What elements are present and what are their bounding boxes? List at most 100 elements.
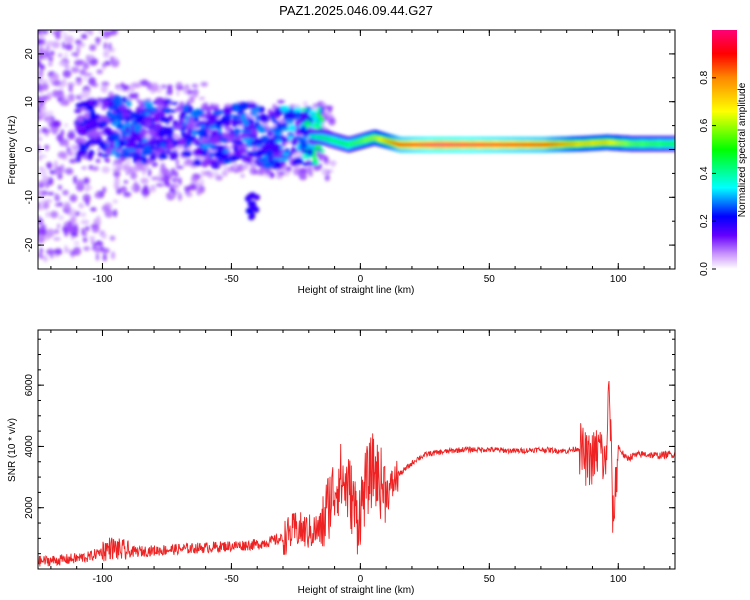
- spectrogram-cell: [124, 120, 130, 124]
- spectrogram-cell: [179, 111, 185, 119]
- colorbar-ticks: 0.0 0.2 0.4 0.6 0.8: [699, 70, 716, 276]
- spectrogram-cell: [598, 141, 602, 145]
- spectrogram-cell: [293, 107, 303, 113]
- spectrogram-cell: [126, 89, 130, 94]
- spectrogram-cell: [91, 224, 100, 233]
- spectrogram-cell: [113, 209, 118, 218]
- spectrogram-cell: [185, 123, 194, 129]
- spectrogram-cell: [62, 189, 69, 196]
- spectrogram-cell: [110, 251, 116, 260]
- spectrogram-cell: [542, 143, 546, 147]
- spectrogram-cell: [152, 101, 157, 105]
- spectrogram-cell: [101, 166, 110, 174]
- spectrogram-cell: [149, 146, 157, 150]
- spectrogram-cell: [101, 153, 110, 158]
- spectrogram-cell: [41, 228, 47, 237]
- spectrogram-cell: [568, 142, 572, 146]
- spectrogram-cell: [233, 145, 239, 153]
- spectrogram-cell: [130, 112, 140, 119]
- spectrogram-cell: [82, 193, 91, 203]
- spectrogram-cell: [539, 143, 543, 147]
- snr-ylabel: SNR (10 * v/v): [7, 418, 18, 482]
- spectrogram-cell: [75, 211, 81, 216]
- spectrogram-cell: [275, 139, 283, 143]
- spectrogram-cell: [171, 183, 179, 190]
- snr-line: [38, 380, 675, 567]
- spectrogram-cell: [269, 160, 275, 165]
- spectrogram-cell: [62, 69, 72, 78]
- spectrogram-cell: [480, 143, 484, 147]
- spectrogram-cell: [148, 128, 156, 137]
- spectrogram-cell: [93, 166, 99, 171]
- spectrogram-cell: [314, 144, 322, 150]
- spectrogram-cell: [218, 138, 229, 143]
- spectrogram-cell: [139, 120, 146, 127]
- spectrogram-cell: [166, 87, 173, 96]
- spectrogram-cell: [279, 105, 291, 112]
- spectrogram-cell: [434, 143, 438, 147]
- spectrogram-cell: [186, 90, 196, 94]
- spectrogram-cell: [410, 143, 414, 147]
- spectrogram-cell: [188, 96, 195, 103]
- spectrogram-cell: [200, 170, 206, 177]
- x-tick-label: 100: [610, 574, 627, 585]
- spectrogram-cell: [74, 39, 82, 45]
- spectrogram-cell: [94, 246, 102, 253]
- spectrogram-cell: [53, 229, 60, 235]
- spectrogram-cell: [587, 141, 591, 145]
- spectrogram-cell: [47, 115, 52, 123]
- spectrogram-cell: [381, 138, 385, 142]
- spectrogram-cell: [281, 142, 287, 147]
- spectrogram-cell: [81, 166, 87, 170]
- spectrogram-cell: [59, 24, 66, 30]
- spectrogram-cell: [152, 123, 162, 129]
- spectrogram-cell: [84, 187, 90, 192]
- spectrogram-cell: [42, 175, 49, 182]
- spectrogram-cell: [564, 142, 568, 146]
- x-tick-label: -100: [92, 574, 112, 585]
- spectrogram-cell: [143, 144, 153, 154]
- spectrogram-cell: [584, 141, 588, 146]
- y-tick-label: -20: [24, 237, 35, 252]
- spectrogram-cell: [45, 110, 54, 116]
- spectrogram-cell: [136, 155, 144, 160]
- spectrogram-cell: [165, 137, 173, 143]
- snr-frame: [37, 329, 676, 570]
- spectrogram-cell: [62, 78, 67, 87]
- spectrogram-cell: [157, 172, 163, 179]
- spectrogram-cell: [56, 133, 64, 142]
- spectrogram-cell: [45, 129, 51, 134]
- spectrogram-cell: [38, 137, 43, 141]
- spectrogram-cell: [89, 138, 100, 145]
- spectrogram-cell: [246, 157, 252, 164]
- spectrogram-cell: [68, 84, 73, 93]
- spectrogram-cell: [578, 142, 581, 146]
- spectrogram-cell: [305, 119, 311, 127]
- spectrogram-cell: [54, 160, 58, 167]
- spectrogram-cell: [211, 129, 218, 134]
- spectrogram-cell: [49, 50, 55, 56]
- spectrogram-cell: [254, 149, 265, 157]
- spectrogram-cell: [663, 142, 667, 146]
- spectrogram-cell: [646, 142, 650, 146]
- spectrogram-cell: [67, 130, 76, 140]
- spectrogram-cell: [116, 88, 124, 92]
- spectrogram-cell: [89, 120, 100, 128]
- spectrogram-cell: [100, 84, 108, 93]
- spectrogram-cell: [250, 113, 259, 117]
- spectrogram-cell: [499, 143, 503, 147]
- spectrogram-cell: [242, 118, 249, 128]
- spectrogram-cell: [208, 136, 220, 145]
- spectrogram-cell: [180, 131, 187, 138]
- spectrogram-cell: [54, 193, 59, 200]
- spectrogram-cell: [64, 138, 69, 148]
- y-tick-label: 4000: [24, 435, 35, 458]
- spectrogram-cell: [87, 30, 94, 36]
- spectrogram-cell: [421, 143, 425, 147]
- spectrogram-cell: [649, 142, 653, 146]
- spectrogram-cell: [249, 213, 255, 220]
- spectrogram-cell: [208, 152, 214, 159]
- spectrogram-cell: [202, 152, 207, 157]
- spectrogram-cell: [249, 203, 256, 210]
- spectrogram-cell: [167, 141, 174, 150]
